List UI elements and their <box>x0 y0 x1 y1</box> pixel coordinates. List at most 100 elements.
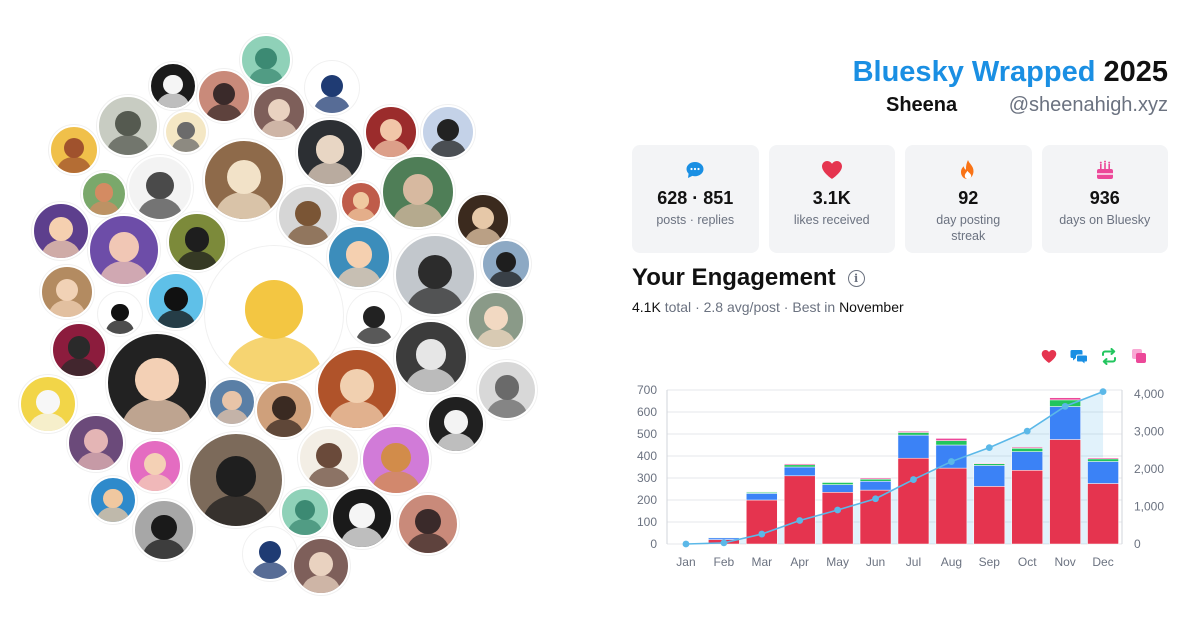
avatar[interactable] <box>364 105 418 159</box>
avatar[interactable] <box>397 493 459 555</box>
avatar-face <box>352 192 370 209</box>
avatar[interactable] <box>128 439 182 493</box>
avatar[interactable] <box>106 332 208 434</box>
stat-card-likes: 3.1K likes received <box>768 145 895 253</box>
avatar-body <box>97 507 129 522</box>
bar-segment-2 <box>783 466 816 477</box>
avatar[interactable] <box>427 395 485 453</box>
avatar[interactable] <box>205 246 343 384</box>
avatar-body <box>287 225 329 245</box>
avatar[interactable] <box>67 414 125 472</box>
avatar-face <box>135 357 179 401</box>
likes-icon[interactable] <box>1040 347 1058 365</box>
bar-segment-3 <box>859 478 892 482</box>
avatar[interactable] <box>296 118 364 186</box>
quotes-icon[interactable] <box>1130 347 1148 365</box>
avatar[interactable] <box>316 348 398 430</box>
cumulative-line <box>685 390 1104 545</box>
avatar[interactable] <box>133 499 195 561</box>
avatar[interactable] <box>327 225 391 289</box>
engagement-title: Your Engagement i <box>632 264 865 292</box>
avatar[interactable] <box>203 139 285 221</box>
avatar[interactable] <box>305 61 359 115</box>
avatar-face <box>94 183 114 202</box>
x-tick-label: Dec <box>1092 555 1113 569</box>
avatar[interactable] <box>127 155 193 221</box>
avatar[interactable] <box>347 292 401 346</box>
avatar[interactable] <box>197 69 251 123</box>
separator: · <box>783 299 789 315</box>
avatar[interactable] <box>381 155 455 229</box>
avatar[interactable] <box>255 381 313 439</box>
y-right-tick-label: 1,000 <box>1134 499 1164 513</box>
avatar-body <box>261 120 297 137</box>
avatar[interactable] <box>252 85 306 139</box>
avatar[interactable] <box>97 95 159 157</box>
avatar-body <box>476 328 516 347</box>
info-icon[interactable]: i <box>847 269 865 287</box>
avatar-body <box>60 358 98 376</box>
avatar-face <box>415 508 441 535</box>
user-line: Sheena @sheenahigh.xyz <box>886 94 1168 117</box>
avatar[interactable] <box>340 181 382 223</box>
avatar[interactable] <box>277 185 339 247</box>
avatar[interactable] <box>188 432 284 528</box>
bar-segment-1 <box>783 475 816 545</box>
avatar-body <box>157 93 189 108</box>
reposts-icon[interactable] <box>1100 347 1118 365</box>
avatar[interactable] <box>167 212 227 272</box>
avatar-face <box>437 119 459 141</box>
avatar[interactable] <box>421 105 475 159</box>
stat-card-posts: 628 · 851 posts · replies <box>632 145 759 253</box>
avatar[interactable] <box>40 265 94 319</box>
avatar-face <box>164 286 188 311</box>
avatar[interactable] <box>361 425 431 495</box>
avatar[interactable] <box>208 378 256 426</box>
avatar-face <box>415 338 447 370</box>
avatar[interactable] <box>298 427 360 489</box>
avatar[interactable] <box>81 171 127 217</box>
avatar[interactable] <box>164 110 208 154</box>
avatar[interactable] <box>88 214 160 286</box>
avatar[interactable] <box>394 320 468 394</box>
bar-segment-4 <box>1011 446 1043 449</box>
y-left-tick-label: 700 <box>637 383 657 397</box>
avatar[interactable] <box>19 375 77 433</box>
separator: · <box>695 299 700 315</box>
avatar[interactable] <box>51 322 107 378</box>
bar-segment-4 <box>783 463 816 466</box>
avatar[interactable] <box>89 476 137 524</box>
bar-segment-3 <box>935 440 968 446</box>
avatar-face <box>215 456 257 497</box>
avatar[interactable] <box>149 62 197 110</box>
avatar-body <box>252 562 288 579</box>
avatar[interactable] <box>98 292 142 336</box>
bar-segment-1 <box>897 457 930 545</box>
avatar[interactable] <box>477 360 537 420</box>
avatar-face <box>315 135 345 164</box>
bar-segment-2 <box>973 465 1006 487</box>
avatar[interactable] <box>49 125 99 175</box>
x-tick-label: Aug <box>941 555 962 569</box>
avatar-body <box>328 401 386 428</box>
avatar-body <box>308 467 350 487</box>
avatar[interactable] <box>292 537 350 595</box>
avatar-face <box>151 514 177 541</box>
avatar[interactable] <box>280 487 330 537</box>
cumulative-point <box>720 539 728 547</box>
avatar[interactable] <box>32 202 90 260</box>
avatar[interactable] <box>147 272 205 330</box>
stat-value: 92 <box>958 188 979 208</box>
avatar[interactable] <box>467 291 525 349</box>
avatar[interactable] <box>394 234 476 316</box>
avatar[interactable] <box>243 527 297 581</box>
avatar[interactable] <box>240 34 292 86</box>
avatar[interactable] <box>331 487 393 549</box>
avatar[interactable] <box>456 193 510 247</box>
avatar-body <box>486 398 528 418</box>
replies-icon[interactable] <box>1070 347 1088 365</box>
bar-segment-4 <box>859 477 892 480</box>
avatar-body <box>347 208 375 221</box>
avatar[interactable] <box>481 239 531 289</box>
bar-segment-4 <box>935 438 968 441</box>
